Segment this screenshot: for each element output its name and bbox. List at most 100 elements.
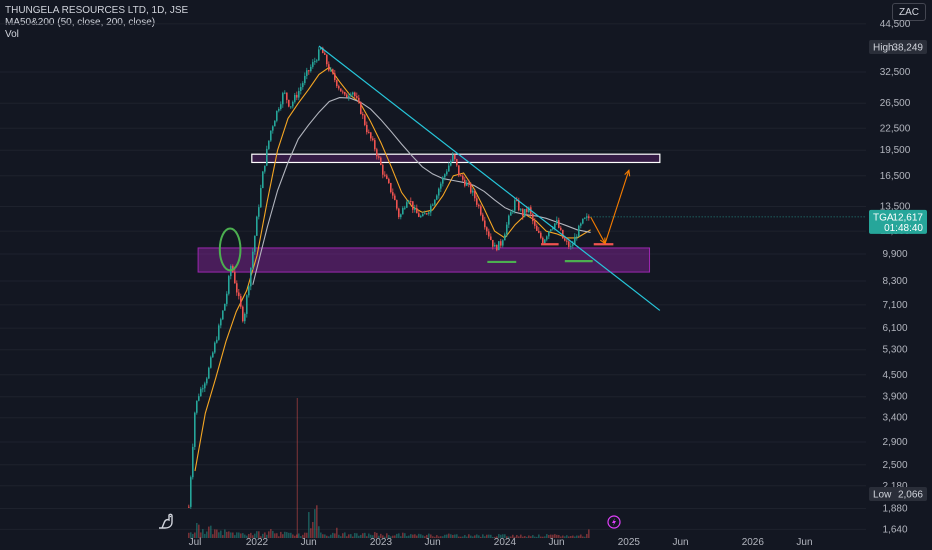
volume-bar bbox=[496, 536, 498, 538]
candle-body bbox=[426, 213, 428, 215]
candle-body bbox=[510, 212, 512, 216]
candle-body bbox=[554, 223, 556, 229]
volume-bar bbox=[212, 534, 214, 538]
currency-badge[interactable]: ZAC bbox=[892, 3, 926, 21]
volume-bar bbox=[370, 534, 372, 538]
volume-bar bbox=[216, 529, 218, 538]
high-tag-bg bbox=[869, 40, 927, 55]
volume-bar bbox=[522, 536, 524, 538]
candle-body bbox=[204, 383, 206, 389]
volume-bar bbox=[378, 535, 380, 538]
time-axis[interactable]: Jul 2022 Jun 2023 Jun 2024 Jun 2025 Jun 2026 Jun bbox=[189, 537, 813, 548]
volume-bar bbox=[556, 534, 558, 538]
price-tick-label: 1,640 bbox=[882, 524, 907, 535]
volume-bar bbox=[454, 534, 456, 538]
candle-body bbox=[584, 217, 586, 219]
candle-body bbox=[206, 378, 208, 384]
volume-bar bbox=[458, 536, 460, 538]
candle-body bbox=[562, 229, 564, 239]
volume-bar bbox=[386, 533, 388, 538]
volume-bar bbox=[442, 536, 444, 538]
projection-arrow bbox=[590, 216, 606, 244]
volume-bar bbox=[468, 534, 470, 538]
candle-body bbox=[458, 165, 460, 176]
volume-bar bbox=[322, 534, 324, 538]
volume-bar bbox=[470, 535, 472, 538]
volume-bar bbox=[346, 536, 348, 538]
volume-bar bbox=[390, 536, 392, 538]
candle-body bbox=[558, 220, 560, 228]
volume-bar bbox=[360, 534, 362, 538]
volume-bar bbox=[242, 533, 244, 538]
volume-bar bbox=[244, 534, 246, 538]
volume-legend[interactable]: Vol bbox=[5, 29, 19, 40]
candle-body bbox=[484, 220, 486, 228]
volume-layer bbox=[188, 398, 590, 538]
high-tag-label: High bbox=[873, 43, 894, 54]
volume-bar bbox=[320, 532, 322, 538]
volume-bar bbox=[330, 534, 332, 538]
volume-bar bbox=[548, 534, 550, 538]
volume-bar bbox=[214, 529, 216, 538]
volume-bar bbox=[222, 535, 224, 538]
candle-body bbox=[262, 171, 264, 189]
volume-bar bbox=[272, 530, 274, 538]
candle-body bbox=[298, 91, 300, 98]
volume-bar bbox=[536, 536, 538, 538]
candle-body bbox=[222, 310, 224, 320]
time-tick-label: Jul bbox=[189, 537, 202, 548]
candle-body bbox=[446, 171, 448, 175]
volume-bar bbox=[276, 533, 278, 538]
volume-bar bbox=[498, 534, 500, 538]
volume-bar bbox=[288, 532, 290, 538]
volume-bar bbox=[532, 535, 534, 538]
candle-body bbox=[332, 69, 334, 74]
candle-body bbox=[342, 91, 344, 93]
volume-bar bbox=[486, 534, 488, 538]
symbol-title[interactable]: THUNGELA RESOURCES LTD, 1D, JSE bbox=[5, 5, 189, 16]
candle-body bbox=[394, 195, 396, 201]
volume-bar bbox=[432, 536, 434, 538]
candle-body bbox=[324, 53, 326, 55]
volume-bar bbox=[332, 532, 334, 538]
volume-bar bbox=[372, 535, 374, 538]
candle-body bbox=[404, 207, 406, 209]
candle-body bbox=[528, 207, 530, 212]
volume-bar bbox=[254, 533, 256, 538]
volume-bar bbox=[572, 535, 574, 538]
volume-bar bbox=[440, 536, 442, 538]
tradingview-logo-icon[interactable] bbox=[159, 513, 173, 529]
lightning-event-icon[interactable] bbox=[607, 515, 621, 529]
last-price-value: 12,617 bbox=[892, 212, 923, 223]
volume-bar bbox=[246, 535, 248, 538]
volume-bar bbox=[194, 532, 196, 538]
candle-body bbox=[406, 202, 408, 208]
candle-body bbox=[280, 104, 282, 109]
candle-body bbox=[402, 208, 404, 215]
price-tick-label: 1,880 bbox=[882, 503, 907, 514]
candle-body bbox=[438, 188, 440, 196]
candle-body bbox=[500, 241, 502, 246]
candle-body bbox=[306, 70, 308, 76]
volume-bar bbox=[336, 527, 338, 538]
price-axis[interactable]: 1,640 1,880 2,180 2,500 2,900 3,400 3,900 4,500… bbox=[880, 19, 911, 536]
candle-body bbox=[588, 216, 590, 219]
candle-body bbox=[212, 352, 214, 358]
volume-bar bbox=[380, 533, 382, 538]
low-tag-bg bbox=[869, 486, 927, 501]
candle-body bbox=[260, 188, 262, 208]
candle-body bbox=[202, 388, 204, 390]
candle-body bbox=[418, 213, 420, 217]
price-tick-label: 22,500 bbox=[880, 123, 911, 134]
candle-body bbox=[334, 73, 336, 81]
high-tag-value: 38,249 bbox=[892, 43, 923, 54]
candle-body bbox=[488, 231, 490, 237]
volume-bar bbox=[376, 532, 378, 538]
candle-body bbox=[350, 94, 352, 96]
ma-indicator-legend[interactable]: MA50&200 (50, close, 200, close) bbox=[5, 17, 156, 28]
candle-body bbox=[424, 213, 426, 215]
candle-body bbox=[348, 95, 350, 98]
volume-bar bbox=[240, 533, 242, 538]
volume-bar bbox=[220, 530, 222, 538]
